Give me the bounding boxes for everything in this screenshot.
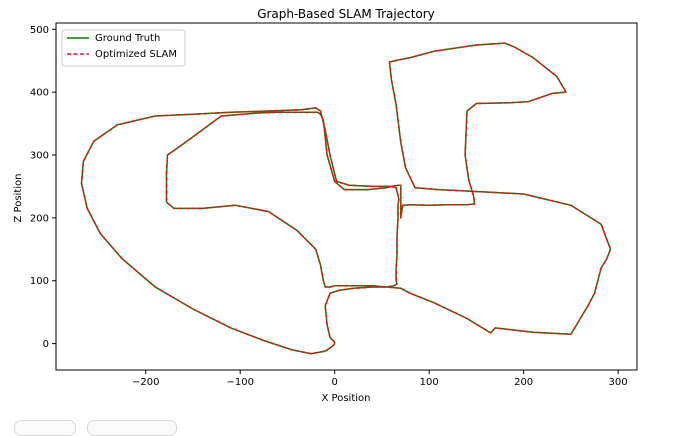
chart-title: Graph-Based SLAM Trajectory: [257, 7, 435, 21]
y-tick-label: 0: [43, 339, 49, 350]
legend-label-optimized-slam: Optimized SLAM: [95, 49, 177, 60]
x-tick-label: 0: [332, 377, 338, 388]
x-tick-label: −100: [226, 377, 253, 388]
x-tick-label: −200: [132, 377, 159, 388]
y-tick-label: 300: [30, 151, 49, 162]
plot-area-frame: [55, 22, 638, 371]
slam-trajectory-chart: −200 −100 0 100 200 300 0 100 200 300 400 500 Grap…: [13, 7, 638, 404]
x-axis-ticks: −200 −100 0 100 200 300: [132, 370, 628, 388]
x-axis-label: X Position: [322, 393, 371, 404]
y-tick-label: 400: [30, 88, 49, 99]
series-ground-truth-line: [80, 42, 612, 355]
legend: Ground Truth Optimized SLAM: [61, 29, 186, 67]
y-tick-label: 100: [30, 276, 49, 287]
toolbar-button[interactable]: [14, 420, 76, 436]
y-tick-label: 200: [30, 213, 49, 224]
legend-box: [61, 29, 186, 67]
toolbar-button[interactable]: [87, 420, 177, 436]
x-tick-label: 100: [420, 377, 439, 388]
series-optimized-slam-line: [80, 42, 612, 355]
series-layer: [80, 42, 612, 355]
legend-label-ground-truth: Ground Truth: [95, 33, 160, 44]
x-tick-label: 300: [609, 377, 628, 388]
y-axis-ticks: 0 100 200 300 400 500: [30, 25, 56, 350]
y-tick-label: 500: [30, 25, 49, 36]
bottom-toolbar: [0, 415, 677, 436]
x-tick-label: 200: [514, 377, 533, 388]
y-axis-label: Z Position: [13, 174, 24, 223]
